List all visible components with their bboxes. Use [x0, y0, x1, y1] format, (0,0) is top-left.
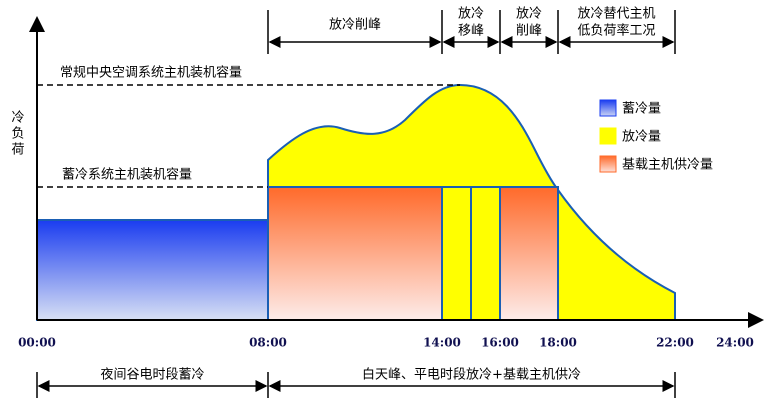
bracket-label: 移峰 [458, 24, 484, 39]
bracket-label: 放冷 [458, 7, 484, 22]
storage-area [36, 219, 269, 321]
base-supply-area [499, 186, 559, 321]
bracket-label: 低负荷率工况 [577, 23, 655, 39]
legend-label: 基载主机供冷量 [622, 158, 713, 173]
time-label: 08:00 [249, 336, 287, 350]
legend-swatch [599, 155, 617, 173]
legend-label: 蓄冷量 [622, 102, 661, 117]
capacity-line [442, 186, 500, 320]
capacity-label: 蓄冷系统主机装机容量 [62, 167, 192, 183]
legend-label: 放冷量 [622, 130, 661, 145]
bracket-label: 削峰 [516, 24, 542, 39]
bracket-label: 放冷替代主机 [577, 7, 655, 22]
bracket-label: 夜间谷电时段蓄冷 [100, 368, 204, 383]
y-axis-label: 荷 [11, 143, 24, 158]
bracket-label: 放冷削峰 [329, 18, 381, 33]
y-axis-label: 负 [11, 127, 24, 142]
time-label: 16:00 [481, 336, 519, 350]
capacity-label: 常规中央空调系统主机装机容量 [60, 65, 242, 81]
time-label: 14:00 [423, 336, 461, 350]
bracket-label: 白天峰、平电时段放冷+基载主机供冷 [362, 367, 581, 383]
y-axis-label: 冷 [11, 111, 24, 126]
time-label: 00:00 [18, 336, 56, 350]
time-label: 18:00 [539, 336, 577, 350]
legend-swatch [599, 127, 617, 145]
time-label: 24:00 [716, 336, 754, 350]
bracket-label: 放冷 [516, 7, 542, 22]
base-supply-area [267, 186, 443, 321]
time-label: 22:00 [656, 336, 694, 350]
legend-swatch [599, 99, 617, 117]
